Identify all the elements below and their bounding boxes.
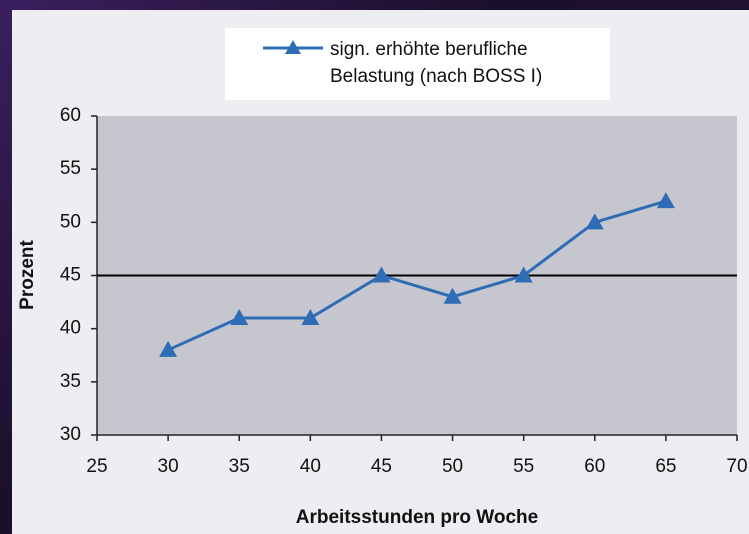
point-marker: [443, 287, 462, 304]
y-tick-label: 55: [60, 158, 81, 179]
legend-label: sign. erhöhte berufliche Belastung (nach…: [330, 39, 543, 87]
point-marker: [514, 266, 533, 283]
x-tick-label: 45: [371, 456, 392, 477]
x-tick-label: 30: [158, 456, 179, 477]
y-tick-label: 30: [60, 424, 81, 445]
x-tick-label: 55: [513, 456, 534, 477]
y-tick-label: 60: [60, 105, 81, 126]
legend-marker: [285, 40, 301, 54]
point-marker: [585, 213, 604, 230]
series-line: [167, 199, 667, 352]
y-tick-label: 35: [60, 371, 81, 392]
legend-swatch: [263, 40, 323, 54]
point-marker: [230, 309, 249, 326]
point-marker: [159, 340, 178, 357]
x-tick-label: 40: [300, 456, 321, 477]
point-marker: [301, 309, 320, 326]
x-tick-label: 50: [442, 456, 463, 477]
legend: sign. erhöhte berufliche Belastung (nach…: [225, 28, 610, 100]
x-tick-label: 65: [655, 456, 676, 477]
point-marker: [372, 266, 391, 283]
x-tick-label: 60: [584, 456, 605, 477]
y-tick-label: 50: [60, 211, 81, 232]
y-axis-label: Prozent: [17, 239, 38, 309]
point-marker: [656, 192, 675, 209]
x-tick-label: 70: [726, 456, 747, 477]
x-tick-label: 35: [229, 456, 250, 477]
x-axis-label: Arbeitsstunden pro Woche: [296, 507, 538, 528]
y-tick-label: 40: [60, 318, 81, 339]
y-tick-label: 45: [60, 265, 81, 286]
x-tick-label: 25: [86, 456, 107, 477]
